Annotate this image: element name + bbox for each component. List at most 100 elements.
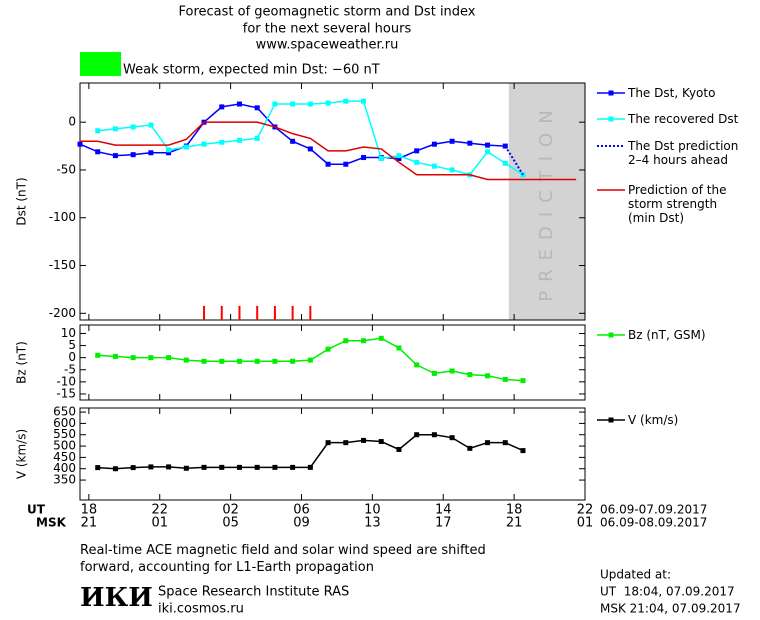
- data-point: [112, 153, 118, 159]
- series-line: [504, 145, 524, 176]
- data-point: [95, 149, 101, 155]
- data-point: [290, 101, 296, 107]
- y-tick-label: 500: [53, 439, 76, 453]
- data-point: [166, 355, 172, 361]
- data-point: [396, 155, 402, 161]
- data-point: [236, 137, 242, 143]
- data-point: [520, 448, 526, 454]
- plot-frame: [79, 324, 586, 401]
- data-point: [183, 144, 189, 150]
- plot-frame: [79, 407, 586, 501]
- y-tick-label: -100: [49, 210, 76, 224]
- data-point: [396, 345, 402, 351]
- data-point: [201, 464, 207, 470]
- data-point: [272, 464, 278, 470]
- data-point: [378, 155, 384, 161]
- legend-marker: [608, 90, 614, 96]
- y-axis-label: Dst (nT): [15, 177, 29, 225]
- data-point: [219, 358, 225, 364]
- y-tick-label: 5: [68, 338, 76, 352]
- data-point: [378, 439, 384, 445]
- legend-label: V (km/s): [628, 413, 679, 427]
- data-point: [467, 445, 473, 451]
- data-point: [343, 161, 349, 167]
- data-point: [201, 358, 207, 364]
- x-tick-label-msk: 21: [81, 516, 98, 531]
- x-tick-label: 18: [506, 503, 523, 518]
- data-point: [272, 101, 278, 107]
- data-point: [485, 149, 491, 155]
- data-point: [325, 161, 331, 167]
- y-axis-label: V (km/s): [15, 429, 29, 479]
- series-line: [97, 433, 524, 470]
- data-point: [112, 466, 118, 472]
- data-point: [431, 163, 437, 169]
- data-point: [130, 355, 136, 361]
- legend-marker: [608, 116, 614, 122]
- y-tick-label: 0: [68, 115, 76, 129]
- x-tick-label: 22: [577, 503, 594, 518]
- x-tick-label-msk: 09: [293, 516, 310, 531]
- data-point: [396, 153, 402, 159]
- data-point: [502, 160, 508, 166]
- x-tick-label: 14: [435, 503, 452, 518]
- data-point: [361, 155, 367, 161]
- x-tick-label-msk: 01: [151, 516, 168, 531]
- data-point: [325, 440, 331, 446]
- data-point: [148, 355, 154, 361]
- data-point: [290, 464, 296, 470]
- y-tick-label: 0: [68, 350, 76, 364]
- updated-ut: UT 18:04, 07.09.2017: [600, 585, 735, 599]
- data-point: [449, 368, 455, 374]
- date-range-ut: 06.09-07.09.2017: [600, 503, 707, 517]
- data-point: [112, 353, 118, 359]
- data-point: [520, 378, 526, 384]
- y-tick-label: 650: [53, 405, 76, 419]
- data-point: [290, 358, 296, 364]
- y-tick-label: -150: [49, 258, 76, 272]
- x-tick-label-msk: 21: [506, 516, 523, 531]
- legend-label: Bz (nT, GSM): [628, 328, 706, 342]
- updated-label: Updated at:: [600, 568, 671, 582]
- x-tick-label: 06: [293, 503, 310, 518]
- y-tick-label: -5: [64, 362, 76, 376]
- legend-label: The recovered Dst: [628, 112, 739, 126]
- x-axis-label-ut: UT: [27, 503, 46, 517]
- data-point: [307, 146, 313, 152]
- data-point: [378, 335, 384, 341]
- x-tick-label-msk: 13: [364, 516, 381, 531]
- legend-marker: [608, 332, 614, 338]
- data-point: [307, 101, 313, 107]
- prediction-band: [508, 83, 585, 320]
- updated-msk: MSK 21:04, 07.09.2017: [600, 602, 741, 616]
- data-point: [254, 135, 260, 141]
- data-point: [77, 141, 83, 147]
- legend-label: The Dst, Kyoto: [628, 86, 716, 100]
- source: www.spaceweather.ru: [256, 38, 399, 53]
- data-point: [166, 150, 172, 156]
- data-point: [485, 373, 491, 379]
- storm-level-box: [80, 52, 121, 76]
- y-tick-label: 400: [53, 461, 76, 475]
- data-point: [449, 435, 455, 441]
- y-tick-label: 10: [61, 326, 76, 340]
- data-point: [236, 101, 242, 107]
- data-point: [95, 465, 101, 471]
- data-point: [485, 142, 491, 148]
- data-point: [485, 440, 491, 446]
- data-point: [343, 98, 349, 104]
- data-point: [361, 338, 367, 344]
- data-point: [183, 357, 189, 363]
- data-point: [502, 376, 508, 382]
- data-point: [236, 464, 242, 470]
- x-tick-label: 22: [151, 503, 168, 518]
- y-tick-label: 550: [53, 427, 76, 441]
- y-axis-label: Bz (nT): [15, 341, 29, 384]
- data-point: [343, 440, 349, 446]
- data-point: [254, 105, 260, 111]
- footer-note: Real-time ACE magnetic field and solar w…: [80, 543, 486, 575]
- data-point: [396, 446, 402, 452]
- data-point: [112, 126, 118, 132]
